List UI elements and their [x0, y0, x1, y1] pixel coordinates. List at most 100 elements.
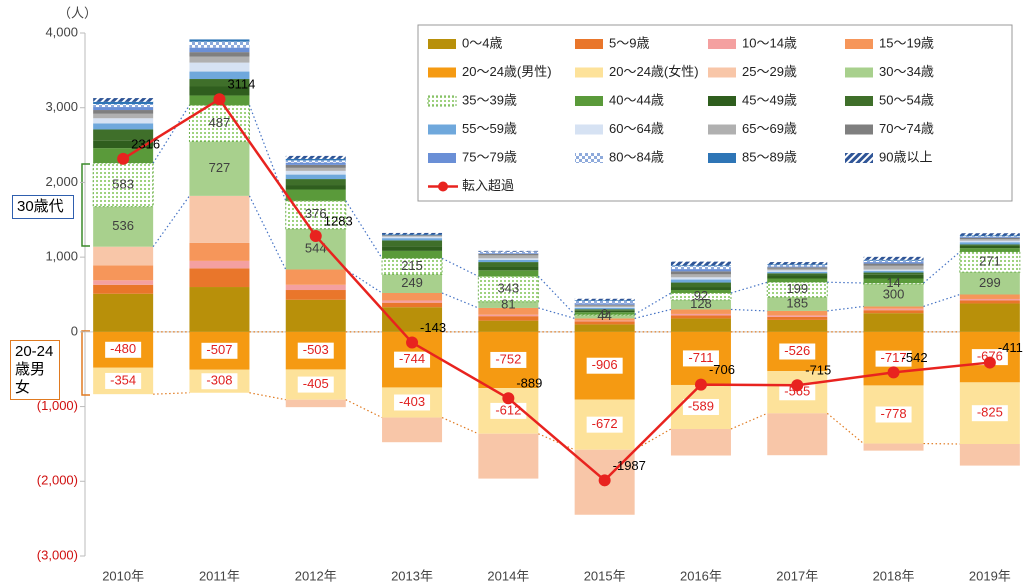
label-bg: [971, 405, 1008, 422]
data-label: 544: [305, 241, 327, 256]
data-label: -589: [688, 398, 714, 413]
label-bg: [201, 342, 238, 359]
data-label: 185: [786, 295, 808, 310]
bar-segment: [189, 86, 250, 96]
label-bg: [394, 351, 431, 368]
line-marker: [117, 152, 130, 165]
legend-label: 45～49歳: [742, 92, 797, 107]
data-label: 536: [112, 218, 134, 233]
bar-segment: [478, 262, 539, 267]
bar-segment: [189, 56, 250, 63]
label-bg: [201, 373, 238, 390]
bar-segment: [767, 319, 828, 332]
bar-segment: [478, 253, 539, 256]
bar-segment: [863, 306, 924, 309]
label-bg: [682, 398, 719, 415]
bar-segment: [478, 314, 539, 317]
legend-label: 80～84歳: [609, 149, 664, 164]
bar-segment: [767, 265, 828, 267]
legend-swatch: [575, 67, 603, 78]
bar-segment: [959, 237, 1020, 240]
bar-segment: [382, 235, 443, 237]
connector: [923, 251, 961, 284]
bar-segment: [93, 101, 154, 105]
data-label: 300: [883, 287, 905, 302]
legend-swatch: [575, 39, 603, 49]
bar-segment: [767, 266, 828, 268]
x-tick-label: 2011年: [199, 568, 240, 583]
bar-segment: [478, 255, 539, 259]
data-label: -711: [688, 350, 713, 365]
bar-segment: [863, 259, 924, 261]
connector: [153, 392, 190, 395]
y-tick-label: 0: [71, 323, 78, 338]
y-tick-label: 4,000: [45, 24, 78, 39]
bar-segment: [670, 279, 731, 283]
bar-segment: [574, 324, 635, 332]
connector: [345, 200, 383, 259]
bar-segment: [574, 301, 635, 304]
bar-segment: [574, 320, 635, 322]
bar-segment: [189, 39, 250, 42]
bar-segment: [189, 141, 250, 196]
data-label: -403: [399, 394, 425, 409]
bar-segment: [863, 310, 924, 314]
data-label: -507: [206, 342, 232, 357]
bar-segment: [767, 270, 828, 272]
data-label: -480: [110, 341, 136, 356]
legend-swatch: [708, 39, 736, 49]
bar-segment: [478, 251, 539, 254]
line-marker: [502, 392, 515, 405]
legend-swatch: [708, 96, 736, 106]
bar-segment: [863, 260, 924, 263]
legend-marker: [438, 181, 448, 192]
bar-segment: [670, 287, 731, 291]
x-tick-label: 2019年: [969, 568, 1011, 583]
data-label: -906: [592, 357, 618, 372]
bar-segment: [189, 260, 250, 269]
connector: [248, 195, 287, 270]
legend-label: 10～14歳: [742, 35, 797, 50]
bar-segment: [863, 443, 924, 451]
x-tick-label: 2014年: [487, 568, 529, 583]
line-label: 1283: [324, 213, 353, 228]
legend-label: 55～59歳: [462, 121, 517, 136]
bar-segment: [959, 272, 1020, 295]
label-bg: [105, 372, 142, 389]
label-bg: [779, 343, 816, 360]
bar-segment: [478, 301, 539, 308]
bar-segment: [574, 300, 635, 302]
legend-box: [417, 24, 1013, 202]
bar-segment: [574, 321, 635, 325]
bar-segment: [93, 118, 154, 124]
bar-segment: [93, 110, 154, 114]
legend-swatch: [575, 96, 603, 106]
x-tick-label: 2016年: [680, 568, 722, 583]
data-label: 81: [501, 296, 515, 311]
legend-label: 20～24歳(女性): [609, 64, 699, 79]
bar-segment: [382, 235, 443, 236]
bar-segment: [574, 305, 635, 307]
unit-label: （人）: [58, 5, 97, 20]
line-marker: [213, 93, 226, 106]
data-label: -503: [303, 342, 329, 357]
label-bg: [297, 342, 334, 359]
y-tick-label: (1,000): [37, 398, 78, 413]
bracket-30s: [81, 163, 90, 247]
connector: [538, 433, 575, 451]
connector: [827, 281, 864, 284]
bar-segment: [767, 271, 828, 274]
bar-segment: [670, 318, 731, 332]
bar-segment: [959, 294, 1020, 299]
legend-swatch: [845, 124, 873, 135]
annotation: 20-24歳男女: [10, 340, 60, 400]
bar-segment: [574, 306, 635, 308]
bar-segment: [670, 309, 731, 314]
data-label: -526: [784, 343, 810, 358]
bar-segment: [93, 265, 154, 281]
x-tick-label: 2015年: [584, 568, 626, 583]
bar-segment: [959, 236, 1020, 238]
bar-segment: [863, 272, 924, 275]
legend-swatch: [708, 124, 736, 135]
line-label: 3114: [227, 77, 255, 92]
